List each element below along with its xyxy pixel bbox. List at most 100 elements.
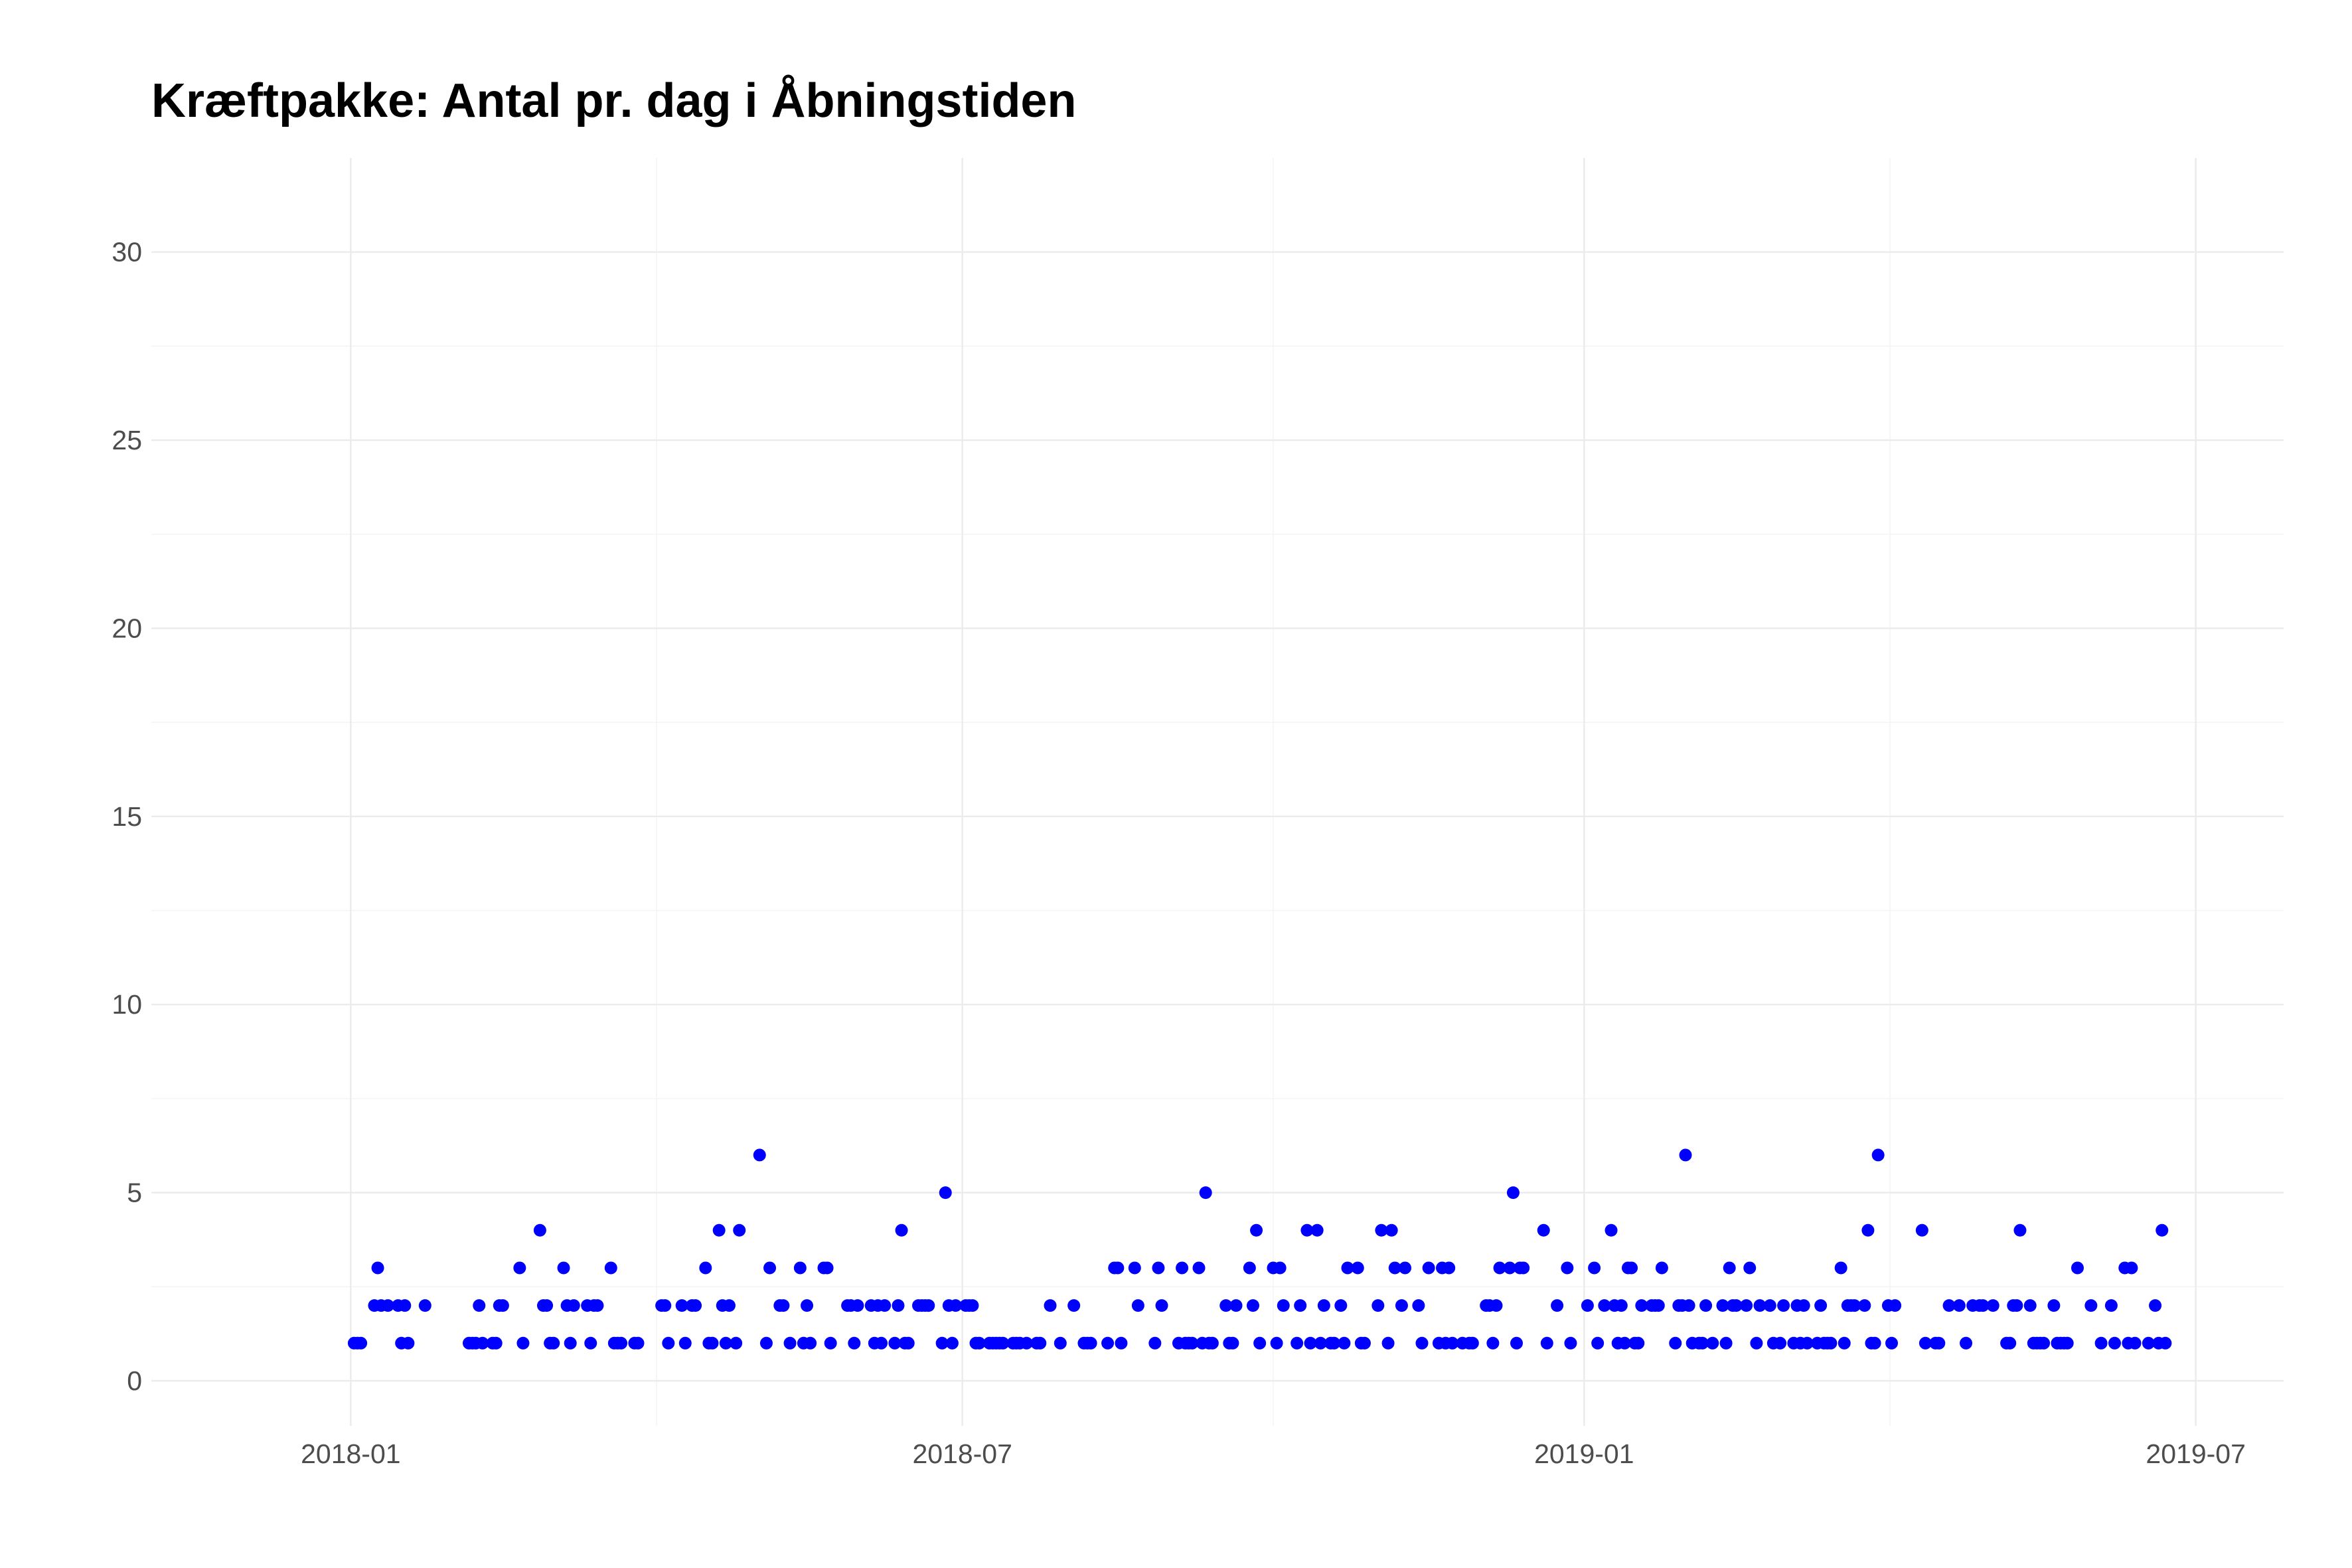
data-point — [1304, 1336, 1317, 1350]
data-point — [1537, 1223, 1550, 1237]
data-point — [1277, 1299, 1290, 1312]
data-point — [1743, 1261, 1757, 1275]
data-point — [678, 1336, 692, 1350]
data-point — [1834, 1261, 1847, 1275]
data-point — [1338, 1336, 1351, 1350]
data-point — [1155, 1299, 1168, 1312]
data-point — [1561, 1261, 1574, 1275]
data-point — [1540, 1336, 1553, 1350]
data-point — [418, 1299, 431, 1312]
x-axis-tick-labels: 2018-01 2018-07 2019-01 2019-07 — [301, 1439, 2246, 1469]
data-point — [875, 1336, 888, 1350]
data-point — [1986, 1299, 1999, 1312]
data-point — [1848, 1299, 1861, 1312]
data-point — [516, 1336, 530, 1350]
data-point — [1824, 1336, 1838, 1350]
data-point — [1176, 1261, 1189, 1275]
data-point — [604, 1261, 617, 1275]
data-point — [892, 1299, 905, 1312]
data-point — [1446, 1336, 1459, 1350]
data-point — [1800, 1336, 1814, 1350]
data-point — [804, 1336, 817, 1350]
data-point — [1506, 1186, 1520, 1200]
data-point — [1253, 1336, 1267, 1350]
data-point — [1415, 1336, 1429, 1350]
data-point — [1591, 1336, 1605, 1350]
data-point — [1740, 1299, 1753, 1312]
data-point — [1341, 1261, 1354, 1275]
data-point — [712, 1223, 726, 1237]
data-point — [1246, 1299, 1259, 1312]
data-point — [567, 1299, 580, 1312]
data-point — [1399, 1261, 1412, 1275]
x-tick-label: 2018-01 — [301, 1439, 400, 1469]
x-tick-label: 2019-07 — [2146, 1439, 2245, 1469]
y-tick-label: 30 — [112, 237, 142, 268]
data-point — [1716, 1299, 1729, 1312]
data-point — [1942, 1299, 1956, 1312]
data-point — [1229, 1299, 1243, 1312]
data-point — [398, 1299, 412, 1312]
data-point — [777, 1299, 790, 1312]
data-point — [1084, 1336, 1097, 1350]
data-point — [547, 1336, 560, 1350]
data-point — [1310, 1223, 1324, 1237]
data-point — [1625, 1261, 1638, 1275]
data-points — [347, 1148, 2172, 1350]
data-point — [473, 1299, 486, 1312]
data-point — [1334, 1299, 1348, 1312]
data-point — [1682, 1299, 1695, 1312]
data-point — [821, 1261, 834, 1275]
data-point — [1889, 1299, 1902, 1312]
data-point — [1952, 1299, 1966, 1312]
data-point — [733, 1223, 746, 1237]
data-point — [1219, 1299, 1233, 1312]
data-point — [1381, 1336, 1395, 1350]
data-point — [1723, 1261, 1736, 1275]
data-point — [540, 1299, 554, 1312]
data-point — [722, 1299, 736, 1312]
data-point — [1581, 1299, 1594, 1312]
data-point — [1358, 1336, 1371, 1350]
data-point — [1588, 1261, 1601, 1275]
data-point — [1632, 1336, 1645, 1350]
y-tick-label: 25 — [112, 425, 142, 455]
data-point — [476, 1336, 489, 1350]
data-point — [1719, 1336, 1733, 1350]
data-point — [1750, 1336, 1763, 1350]
y-tick-label: 15 — [112, 801, 142, 832]
data-point — [1422, 1261, 1435, 1275]
data-point — [801, 1299, 814, 1312]
data-point — [783, 1336, 797, 1350]
data-point — [902, 1336, 915, 1350]
data-point — [631, 1336, 645, 1350]
data-point — [1699, 1299, 1713, 1312]
data-point — [1960, 1336, 1973, 1350]
data-point — [1372, 1299, 1385, 1312]
data-point — [2149, 1299, 2162, 1312]
data-point — [659, 1299, 672, 1312]
data-point — [1250, 1223, 1263, 1237]
data-point — [1598, 1299, 1611, 1312]
y-tick-label: 5 — [127, 1178, 142, 1208]
chart-title: Kræftpakke: Antal pr. dag i Åbningstiden — [151, 74, 1076, 127]
data-point — [1695, 1336, 1709, 1350]
data-point — [371, 1261, 384, 1275]
data-point — [1148, 1336, 1162, 1350]
data-point — [1753, 1299, 1766, 1312]
data-point — [1868, 1336, 1881, 1350]
data-point — [1635, 1299, 1648, 1312]
data-point — [1412, 1299, 1425, 1312]
data-point — [1679, 1148, 1692, 1162]
data-point — [1199, 1186, 1212, 1200]
data-point — [1314, 1336, 1327, 1350]
data-point — [1729, 1299, 1743, 1312]
data-point — [2128, 1336, 2142, 1350]
data-point — [719, 1336, 732, 1350]
data-point — [2003, 1336, 2017, 1350]
data-point — [689, 1299, 702, 1312]
data-point — [1510, 1336, 1523, 1350]
data-point — [533, 1223, 546, 1237]
data-point — [1466, 1336, 1479, 1350]
